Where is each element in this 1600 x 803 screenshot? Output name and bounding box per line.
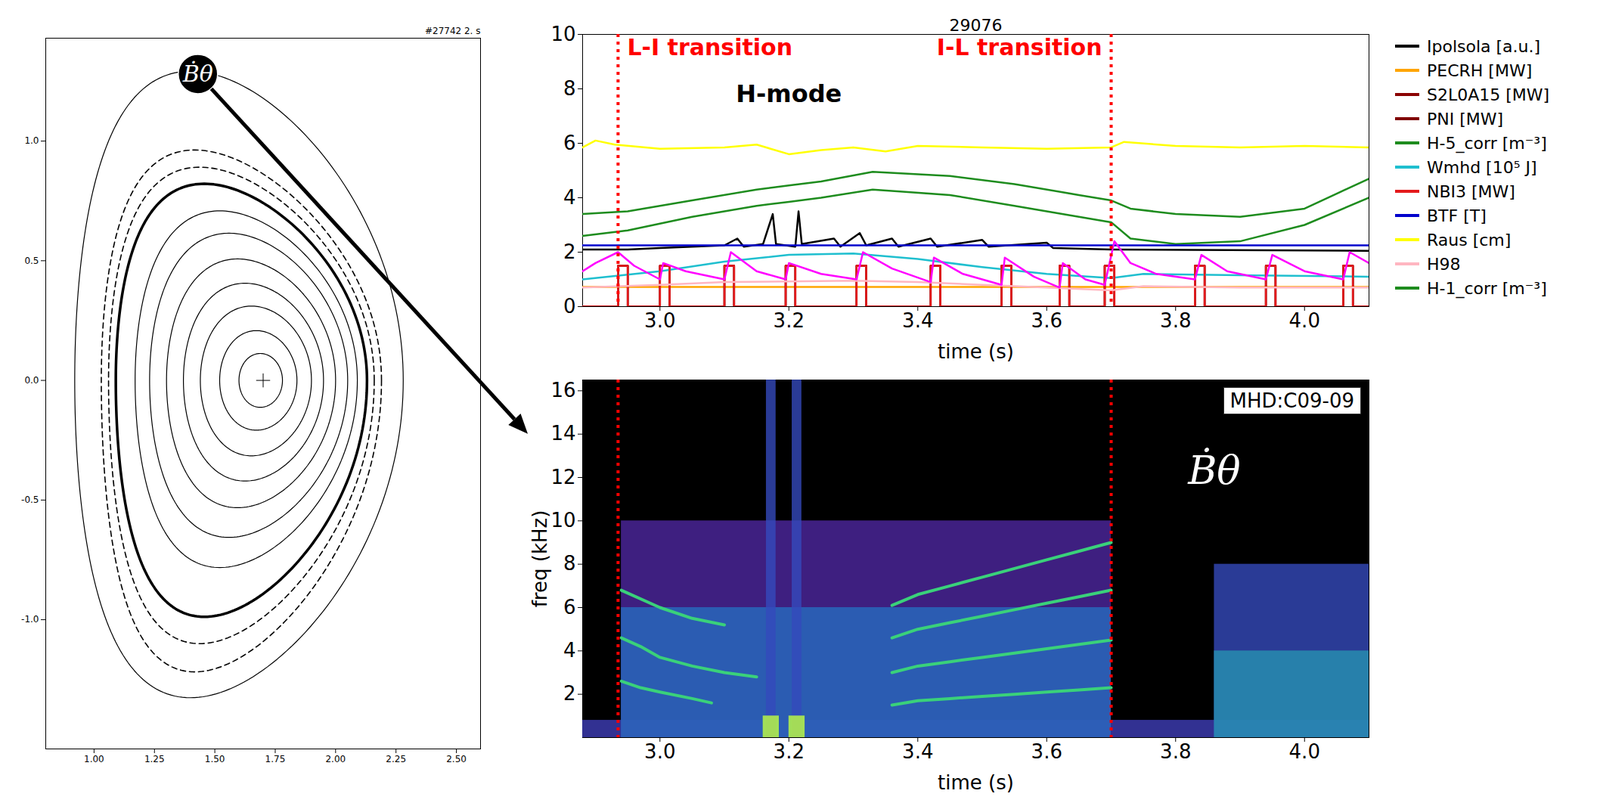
svg-text:3.0: 3.0 [644, 740, 676, 763]
svg-text:16: 16 [550, 378, 576, 402]
html-text:NBI3 [MW]: NBI3 [MW] [1426, 181, 1516, 201]
svg-text:3.2: 3.2 [773, 740, 805, 763]
html-text:PNI [MW]: PNI [MW] [1426, 109, 1504, 129]
html-text:H-1_corr [m⁻³]: H-1_corr [m⁻³] [1426, 278, 1547, 298]
svg-text:6: 6 [563, 131, 577, 155]
svg-text:2: 2 [563, 240, 577, 264]
svg-text:4.0: 4.0 [1289, 740, 1321, 763]
html-text:BTF [T]: BTF [T] [1426, 206, 1487, 225]
svg-text:0.0: 0.0 [24, 375, 39, 386]
svg-text:-0.5: -0.5 [21, 494, 39, 506]
svg-text:3.6: 3.6 [1031, 309, 1063, 332]
svg-text:0: 0 [563, 294, 577, 318]
svg-text:29076: 29076 [949, 15, 1003, 35]
svg-text:4: 4 [563, 638, 577, 662]
svg-text:1.50: 1.50 [204, 753, 226, 765]
svg-text:3.4: 3.4 [902, 740, 934, 763]
html-text:Wmhd [10⁵ J]: Wmhd [10⁵ J] [1426, 157, 1537, 177]
html-text:MHD:C09-09: MHD:C09-09 [1229, 389, 1355, 413]
svg-text:1.0: 1.0 [24, 135, 39, 146]
svg-text:2.25: 2.25 [385, 753, 407, 765]
html-text:Raus [cm]: Raus [cm] [1426, 230, 1512, 250]
svg-text:12: 12 [550, 465, 576, 489]
svg-text:1.25: 1.25 [144, 753, 165, 765]
svg-text:3.2: 3.2 [773, 309, 805, 332]
svg-text:8: 8 [563, 77, 577, 100]
svg-text:I-L transition: I-L transition [936, 34, 1103, 61]
svg-text:3.0: 3.0 [644, 309, 676, 332]
svg-text:time (s): time (s) [937, 340, 1014, 363]
svg-text:freq (kHz): freq (kHz) [528, 510, 552, 608]
html-text:H98: H98 [1426, 254, 1461, 274]
svg-text:3.6: 3.6 [1031, 740, 1063, 763]
svg-text:3.8: 3.8 [1159, 309, 1191, 332]
svg-text:Ḃθ: Ḃθ [1187, 447, 1241, 494]
svg-text:H-mode: H-mode [735, 79, 842, 109]
svg-text:14: 14 [550, 421, 576, 445]
html-text:PECRH [MW]: PECRH [MW] [1426, 60, 1533, 80]
svg-text:L-I transition: L-I transition [626, 34, 793, 61]
svg-text:2.00: 2.00 [325, 753, 346, 765]
svg-text:3.8: 3.8 [1159, 740, 1191, 763]
svg-text:1.00: 1.00 [83, 753, 105, 765]
svg-text:4.0: 4.0 [1289, 309, 1321, 332]
svg-text:-1.0: -1.0 [21, 613, 39, 625]
html-text:H-5_corr [m⁻³]: H-5_corr [m⁻³] [1426, 133, 1547, 153]
svg-text:8: 8 [563, 551, 577, 575]
svg-text:time (s): time (s) [937, 771, 1014, 794]
html-text:S2L0A15 [MW]: S2L0A15 [MW] [1426, 85, 1550, 104]
svg-text:10: 10 [550, 22, 576, 46]
svg-text:2.50: 2.50 [446, 753, 467, 765]
svg-text:1.75: 1.75 [265, 753, 286, 765]
svg-text:Ḃθ: Ḃθ [182, 60, 214, 87]
svg-text:3.4: 3.4 [902, 309, 934, 332]
svg-text:6: 6 [563, 595, 577, 619]
svg-text:#27742 2. s: #27742 2. s [424, 25, 481, 37]
svg-text:2: 2 [563, 682, 577, 705]
svg-text:0.5: 0.5 [24, 255, 39, 267]
svg-text:10: 10 [550, 508, 576, 532]
svg-text:4: 4 [563, 186, 577, 209]
html-text:Ipolsola [a.u.]: Ipolsola [a.u.] [1426, 36, 1541, 56]
